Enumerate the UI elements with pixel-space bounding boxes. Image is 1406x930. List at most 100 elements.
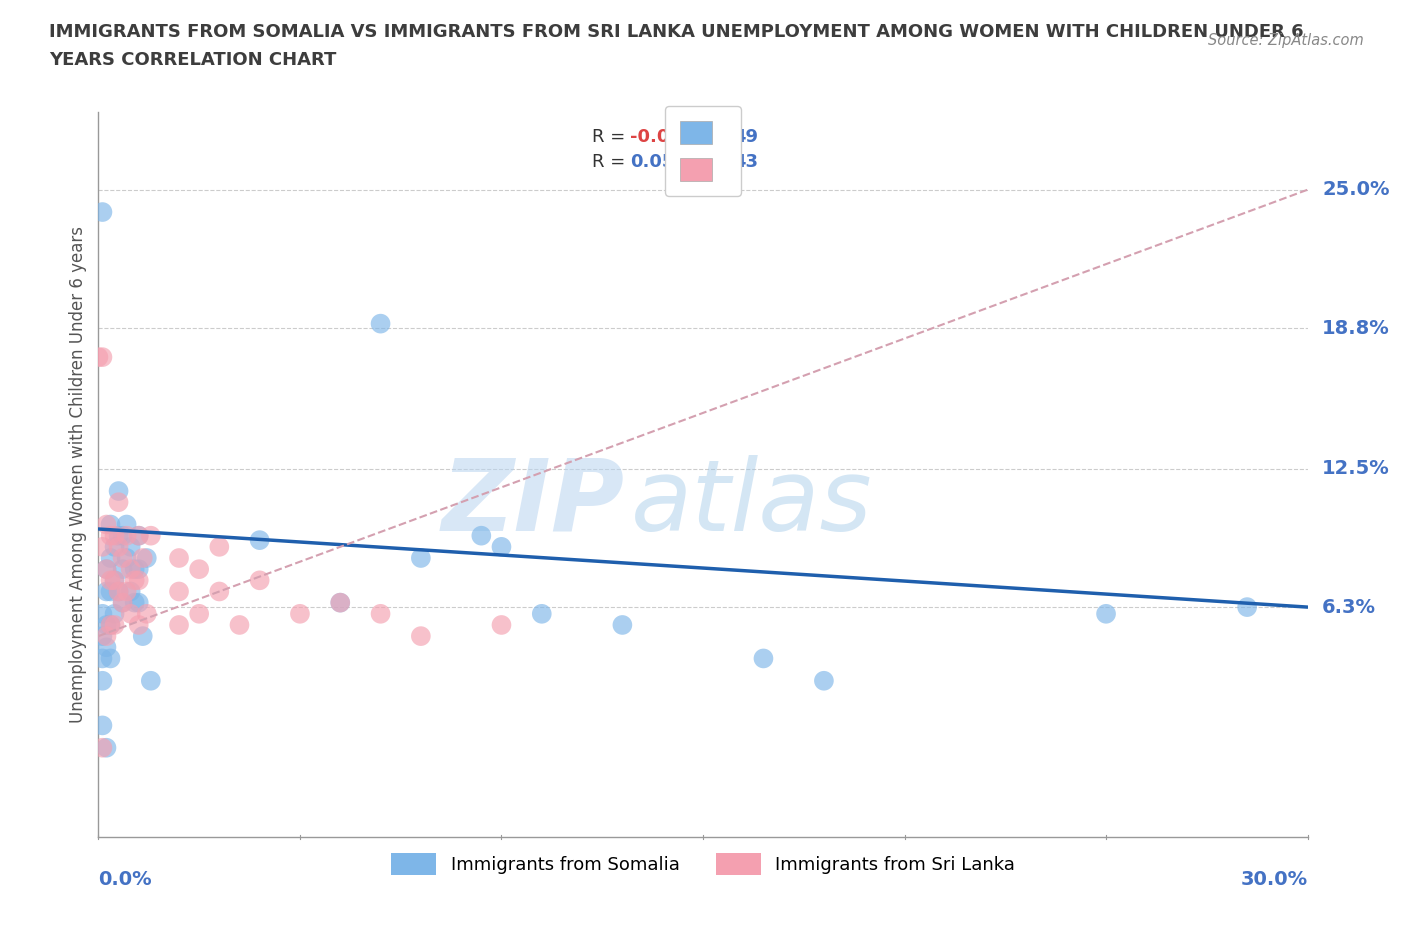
Point xyxy=(124,595,146,610)
Point xyxy=(188,562,211,577)
Point xyxy=(491,539,513,554)
Point xyxy=(111,595,134,610)
Point xyxy=(115,517,138,532)
Text: -0.089: -0.089 xyxy=(630,128,695,146)
Point xyxy=(208,584,231,599)
Point xyxy=(107,584,129,599)
Point xyxy=(100,651,122,666)
Point xyxy=(100,584,122,599)
Point xyxy=(329,595,352,610)
Point xyxy=(100,618,122,632)
Point xyxy=(96,629,118,644)
Point xyxy=(128,595,150,610)
Point xyxy=(120,562,142,577)
Point xyxy=(107,484,129,498)
Legend: Immigrants from Somalia, Immigrants from Sri Lanka: Immigrants from Somalia, Immigrants from… xyxy=(384,846,1022,883)
Point xyxy=(115,584,138,599)
Point xyxy=(115,551,138,565)
Point xyxy=(100,517,122,532)
Point xyxy=(329,595,352,610)
Point xyxy=(111,562,134,577)
Point xyxy=(103,618,125,632)
Point xyxy=(167,584,190,599)
Point xyxy=(96,584,118,599)
Point xyxy=(132,551,155,565)
Point xyxy=(91,205,114,219)
Point xyxy=(132,629,155,644)
Point xyxy=(208,539,231,554)
Text: N =: N = xyxy=(693,153,745,171)
Point xyxy=(167,618,190,632)
Text: 49: 49 xyxy=(734,128,758,146)
Text: 0.0%: 0.0% xyxy=(98,870,152,889)
Point xyxy=(135,606,157,621)
Point xyxy=(96,562,118,577)
Point xyxy=(135,551,157,565)
Point xyxy=(103,539,125,554)
Text: R =: R = xyxy=(592,153,637,171)
Point xyxy=(370,316,392,331)
Point xyxy=(124,562,146,577)
Point xyxy=(409,629,432,644)
Point xyxy=(96,640,118,655)
Text: 6.3%: 6.3% xyxy=(1322,598,1376,617)
Text: Source: ZipAtlas.com: Source: ZipAtlas.com xyxy=(1208,33,1364,47)
Point xyxy=(91,350,114,365)
Point xyxy=(491,618,513,632)
Point xyxy=(100,573,122,588)
Point xyxy=(128,528,150,543)
Point xyxy=(288,606,311,621)
Point xyxy=(167,551,190,565)
Point xyxy=(96,562,118,577)
Point xyxy=(409,551,432,565)
Point xyxy=(1236,600,1258,615)
Point xyxy=(124,573,146,588)
Point xyxy=(530,606,553,621)
Point xyxy=(128,618,150,632)
Text: R =: R = xyxy=(592,128,631,146)
Text: YEARS CORRELATION CHART: YEARS CORRELATION CHART xyxy=(49,51,336,69)
Point xyxy=(103,528,125,543)
Point xyxy=(107,584,129,599)
Text: 30.0%: 30.0% xyxy=(1240,870,1308,889)
Point xyxy=(120,539,142,554)
Point xyxy=(107,539,129,554)
Point xyxy=(249,573,271,588)
Point xyxy=(87,350,110,365)
Point xyxy=(107,528,129,543)
Text: 18.8%: 18.8% xyxy=(1322,319,1391,338)
Point xyxy=(96,618,118,632)
Text: 0.051: 0.051 xyxy=(630,153,688,171)
Y-axis label: Unemployment Among Women with Children Under 6 years: Unemployment Among Women with Children U… xyxy=(69,226,87,723)
Point xyxy=(91,673,114,688)
Point xyxy=(100,551,122,565)
Point xyxy=(91,606,114,621)
Point xyxy=(103,573,125,588)
Point xyxy=(91,539,114,554)
Point xyxy=(128,573,150,588)
Point xyxy=(111,528,134,543)
Point xyxy=(107,495,129,510)
Point xyxy=(813,673,835,688)
Point xyxy=(249,533,271,548)
Text: 43: 43 xyxy=(734,153,758,171)
Point xyxy=(103,573,125,588)
Point xyxy=(91,740,114,755)
Point xyxy=(100,618,122,632)
Point xyxy=(103,606,125,621)
Text: N =: N = xyxy=(693,128,745,146)
Point xyxy=(188,606,211,621)
Point xyxy=(120,584,142,599)
Point xyxy=(612,618,634,632)
Point xyxy=(128,562,150,577)
Point xyxy=(139,528,162,543)
Text: 12.5%: 12.5% xyxy=(1322,459,1391,478)
Point xyxy=(139,673,162,688)
Point xyxy=(91,718,114,733)
Point xyxy=(100,528,122,543)
Point xyxy=(128,528,150,543)
Text: IMMIGRANTS FROM SOMALIA VS IMMIGRANTS FROM SRI LANKA UNEMPLOYMENT AMONG WOMEN WI: IMMIGRANTS FROM SOMALIA VS IMMIGRANTS FR… xyxy=(49,23,1303,41)
Point xyxy=(111,595,134,610)
Point xyxy=(111,551,134,565)
Text: ZIP: ZIP xyxy=(441,455,624,551)
